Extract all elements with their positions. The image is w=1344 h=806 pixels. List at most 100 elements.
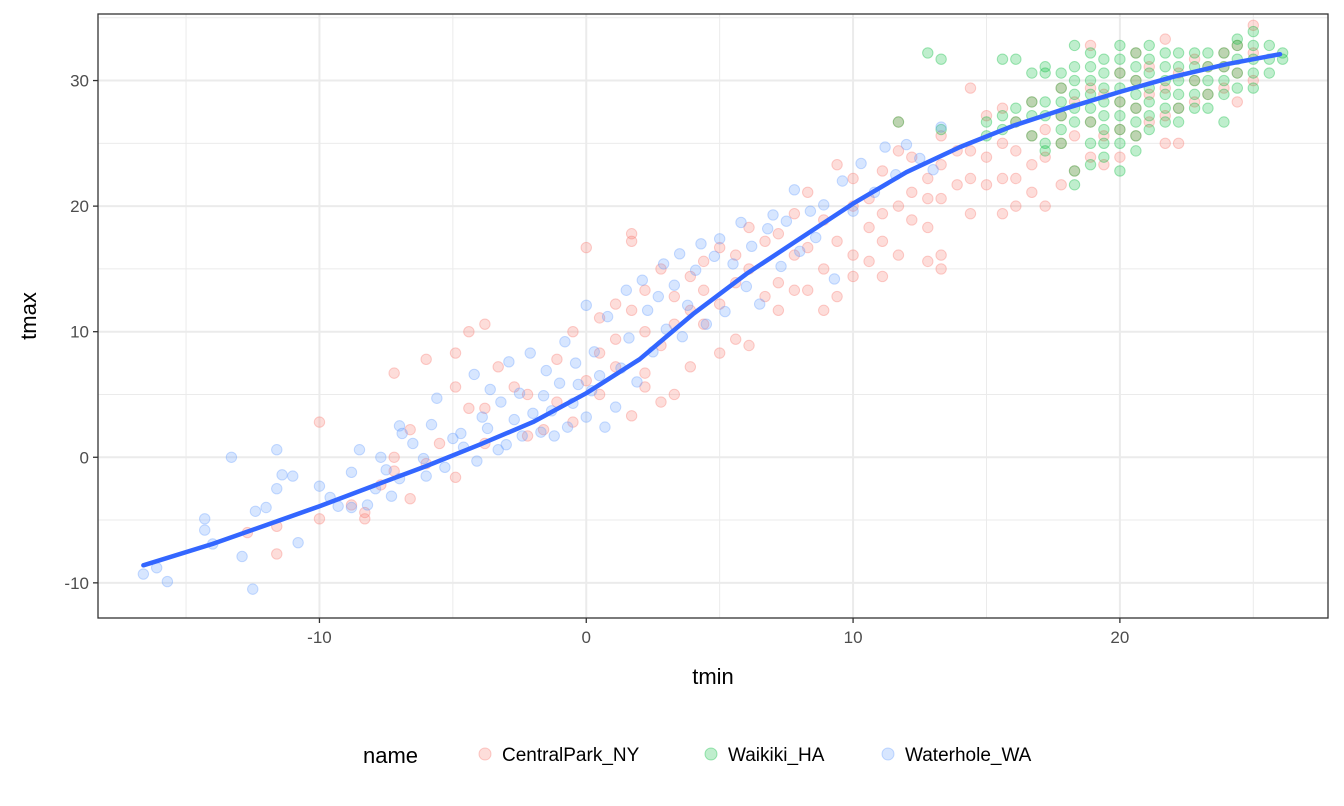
point-waterhole-wa bbox=[393, 420, 406, 432]
point-centralpark-ny bbox=[479, 318, 491, 330]
point-waikiki-ha bbox=[1172, 61, 1185, 73]
point-waikiki-ha bbox=[1039, 145, 1051, 157]
point-waikiki-ha bbox=[1247, 39, 1259, 52]
point-centralpark-ny bbox=[922, 221, 934, 234]
point-waikiki-ha bbox=[1188, 102, 1201, 114]
point-centralpark-ny bbox=[1159, 137, 1171, 150]
point-centralpark-ny bbox=[729, 333, 742, 345]
point-waikiki-ha bbox=[1039, 137, 1051, 150]
point-centralpark-ny bbox=[684, 361, 697, 373]
point-centralpark-ny bbox=[922, 255, 934, 268]
point-waterhole-wa bbox=[601, 310, 614, 323]
point-waterhole-wa bbox=[927, 164, 939, 176]
point-waikiki-ha bbox=[1159, 61, 1171, 73]
legend-title: name bbox=[363, 743, 418, 768]
point-centralpark-ny bbox=[1143, 61, 1155, 73]
point-centralpark-ny bbox=[951, 179, 963, 191]
point-waterhole-wa bbox=[425, 418, 438, 431]
point-waikiki-ha bbox=[996, 110, 1009, 122]
point-waikiki-ha bbox=[1276, 53, 1289, 65]
point-centralpark-ny bbox=[713, 347, 726, 359]
legend-label-waterhole: Waterhole_WA bbox=[905, 745, 1032, 766]
point-waikiki-ha bbox=[1130, 116, 1142, 128]
point-centralpark-ny bbox=[729, 249, 742, 261]
point-waikiki-ha bbox=[1143, 110, 1155, 122]
point-waterhole-wa bbox=[855, 157, 867, 170]
point-waterhole-wa bbox=[700, 318, 713, 330]
point-centralpark-ny bbox=[892, 145, 905, 157]
panel-background bbox=[98, 14, 1328, 618]
point-waikiki-ha bbox=[1247, 67, 1259, 79]
point-waterhole-wa bbox=[810, 231, 822, 244]
point-centralpark-ny bbox=[847, 249, 859, 261]
point-waterhole-wa bbox=[569, 357, 582, 369]
point-waterhole-wa bbox=[471, 455, 483, 467]
point-waterhole-wa bbox=[345, 501, 358, 514]
point-waterhole-wa bbox=[673, 248, 686, 260]
point-waterhole-wa bbox=[681, 299, 694, 312]
point-waterhole-wa bbox=[420, 470, 432, 482]
point-centralpark-ny bbox=[479, 402, 491, 414]
point-waikiki-ha bbox=[1068, 116, 1081, 128]
axis-ticks: -10 0 10 20 -10 0 10 20 30 bbox=[64, 72, 1129, 647]
point-centralpark-ny bbox=[420, 353, 432, 366]
point-waterhole-wa bbox=[484, 383, 496, 396]
point-centralpark-ny bbox=[892, 249, 905, 261]
point-waterhole-wa bbox=[689, 264, 702, 276]
point-waterhole-wa bbox=[271, 482, 283, 495]
point-waterhole-wa bbox=[780, 215, 793, 227]
point-centralpark-ny bbox=[1026, 186, 1038, 199]
point-centralpark-ny bbox=[713, 241, 726, 254]
point-waikiki-ha bbox=[1247, 82, 1259, 94]
point-waterhole-wa bbox=[580, 411, 592, 423]
point-centralpark-ny bbox=[537, 423, 550, 436]
point-centralpark-ny bbox=[876, 270, 889, 283]
smooth-trend bbox=[141, 51, 1283, 568]
point-waikiki-ha bbox=[1098, 53, 1110, 65]
point-waikiki-ha bbox=[1231, 67, 1243, 79]
point-waikiki-ha bbox=[1055, 137, 1067, 150]
point-waterhole-wa bbox=[745, 240, 758, 253]
point-centralpark-ny bbox=[1231, 67, 1243, 79]
point-centralpark-ny bbox=[996, 207, 1009, 220]
point-centralpark-ny bbox=[906, 186, 918, 199]
point-waterhole-wa bbox=[828, 273, 841, 285]
point-centralpark-ny bbox=[1172, 137, 1185, 150]
point-waterhole-wa bbox=[431, 392, 443, 404]
point-waikiki-ha bbox=[1202, 47, 1214, 59]
point-waikiki-ha bbox=[1055, 82, 1067, 94]
point-centralpark-ny bbox=[863, 255, 875, 268]
point-waikiki-ha bbox=[1143, 53, 1155, 65]
point-centralpark-ny bbox=[1068, 165, 1081, 177]
y-tick-label: -10 bbox=[64, 574, 89, 593]
point-waikiki-ha bbox=[1218, 88, 1230, 101]
point-waterhole-wa bbox=[345, 466, 358, 479]
point-centralpark-ny bbox=[1159, 110, 1171, 122]
point-waikiki-ha bbox=[1130, 61, 1142, 73]
point-centralpark-ny bbox=[580, 374, 592, 387]
point-centralpark-ny bbox=[1114, 123, 1126, 136]
point-waterhole-wa bbox=[719, 305, 731, 318]
point-waikiki-ha bbox=[1172, 116, 1185, 128]
point-centralpark-ny bbox=[863, 221, 875, 234]
point-waikiki-ha bbox=[1114, 53, 1126, 65]
point-waterhole-wa bbox=[385, 490, 398, 502]
point-waikiki-ha bbox=[1068, 61, 1081, 73]
point-waikiki-ha bbox=[922, 47, 934, 59]
point-centralpark-ny bbox=[788, 207, 801, 220]
point-waterhole-wa bbox=[561, 421, 574, 433]
point-waterhole-wa bbox=[468, 368, 480, 381]
point-centralpark-ny bbox=[1098, 158, 1110, 171]
point-waterhole-wa bbox=[636, 274, 648, 286]
point-centralpark-ny bbox=[508, 381, 520, 393]
point-waikiki-ha bbox=[1055, 96, 1067, 108]
point-centralpark-ny bbox=[906, 214, 918, 226]
point-waikiki-ha bbox=[935, 53, 947, 65]
point-waterhole-wa bbox=[657, 258, 670, 270]
point-waikiki-ha bbox=[1114, 67, 1126, 79]
point-waterhole-wa bbox=[375, 451, 387, 463]
point-centralpark-ny bbox=[1159, 33, 1171, 45]
point-waterhole-wa bbox=[548, 430, 560, 442]
point-centralpark-ny bbox=[625, 410, 638, 422]
point-centralpark-ny bbox=[906, 151, 918, 163]
